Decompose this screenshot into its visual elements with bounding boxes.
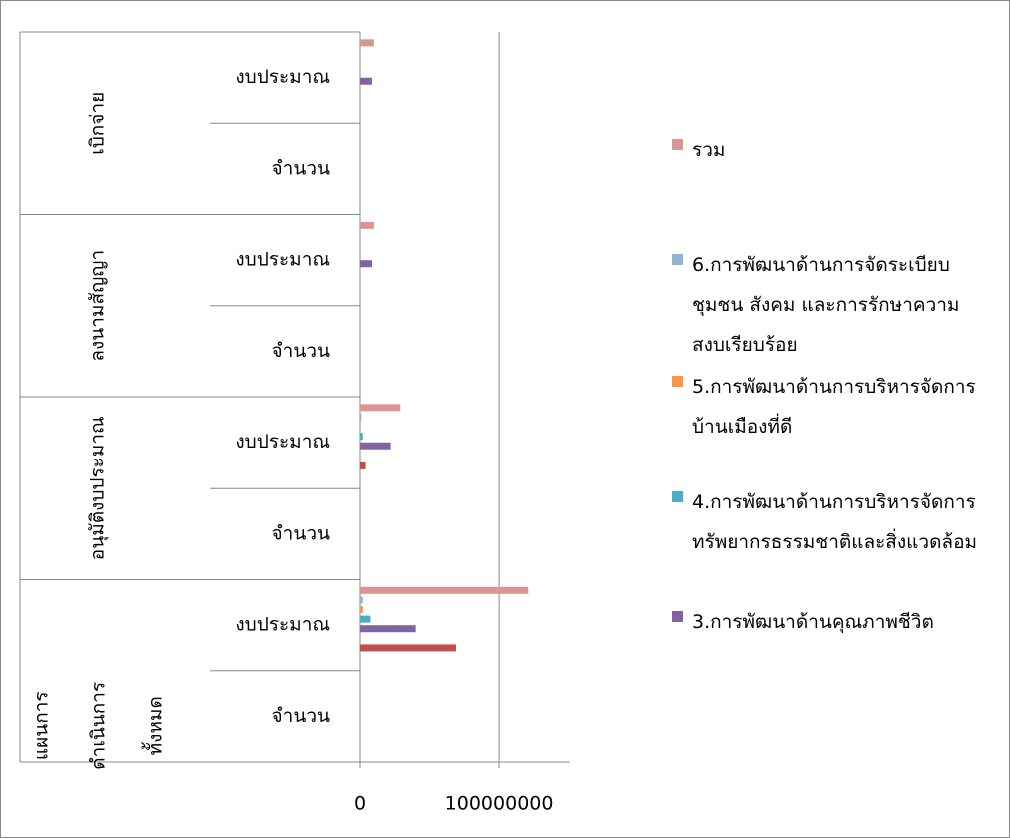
bar bbox=[360, 644, 456, 652]
bar bbox=[360, 606, 363, 614]
legend-swatch bbox=[672, 139, 683, 150]
bar bbox=[360, 221, 374, 229]
bar bbox=[360, 77, 372, 85]
bar bbox=[360, 461, 366, 469]
legend-label: 5.การพัฒนาด้านการบริหารจัดการบ้านเมืองที… bbox=[692, 376, 976, 438]
category-label: จำนวน bbox=[272, 705, 330, 727]
group-label: ทั้งหมด bbox=[142, 696, 167, 755]
group-label: ดำเนินการ bbox=[88, 682, 110, 770]
bar bbox=[360, 433, 363, 441]
bar bbox=[360, 625, 416, 633]
legend-swatch bbox=[672, 254, 683, 265]
legend-swatch bbox=[672, 611, 683, 622]
category-label: จำนวน bbox=[272, 340, 330, 362]
bar bbox=[360, 39, 374, 47]
legend-swatch bbox=[672, 376, 683, 387]
category-label: จำนวน bbox=[272, 522, 330, 544]
legend-swatch bbox=[672, 491, 683, 502]
legend-label: 3.การพัฒนาด้านคุณภาพชีวิต bbox=[692, 611, 934, 633]
legend-label: 6.การพัฒนาด้านการจัดระเบียบชุมชน สังคม แ… bbox=[692, 254, 960, 356]
group-label: แผนการ bbox=[31, 691, 53, 760]
bar bbox=[360, 596, 363, 604]
group-label: เบิกจ่าย bbox=[87, 92, 109, 155]
bar bbox=[360, 404, 401, 412]
x-tick-label: 0 bbox=[354, 793, 366, 815]
bar bbox=[360, 442, 391, 450]
category-label: งบประมาณ bbox=[235, 614, 330, 636]
category-label: งบประมาณ bbox=[235, 66, 330, 88]
bar bbox=[360, 615, 371, 623]
x-tick-label: 100000000 bbox=[445, 793, 554, 815]
category-label: งบประมาณ bbox=[235, 249, 330, 271]
legend-label: รวม bbox=[692, 139, 726, 161]
group-label: ลงนามสัญญา bbox=[87, 250, 109, 362]
category-label: จำนวน bbox=[272, 157, 330, 179]
legend-label: 4.การพัฒนาด้านการบริหารจัดการทรัพยากรธรร… bbox=[692, 491, 977, 553]
group-label: อนุมัติงบประมาณ bbox=[87, 416, 110, 560]
category-label: งบประมาณ bbox=[235, 431, 330, 453]
bar bbox=[360, 586, 529, 594]
bar bbox=[360, 260, 372, 268]
bar bbox=[360, 413, 362, 421]
